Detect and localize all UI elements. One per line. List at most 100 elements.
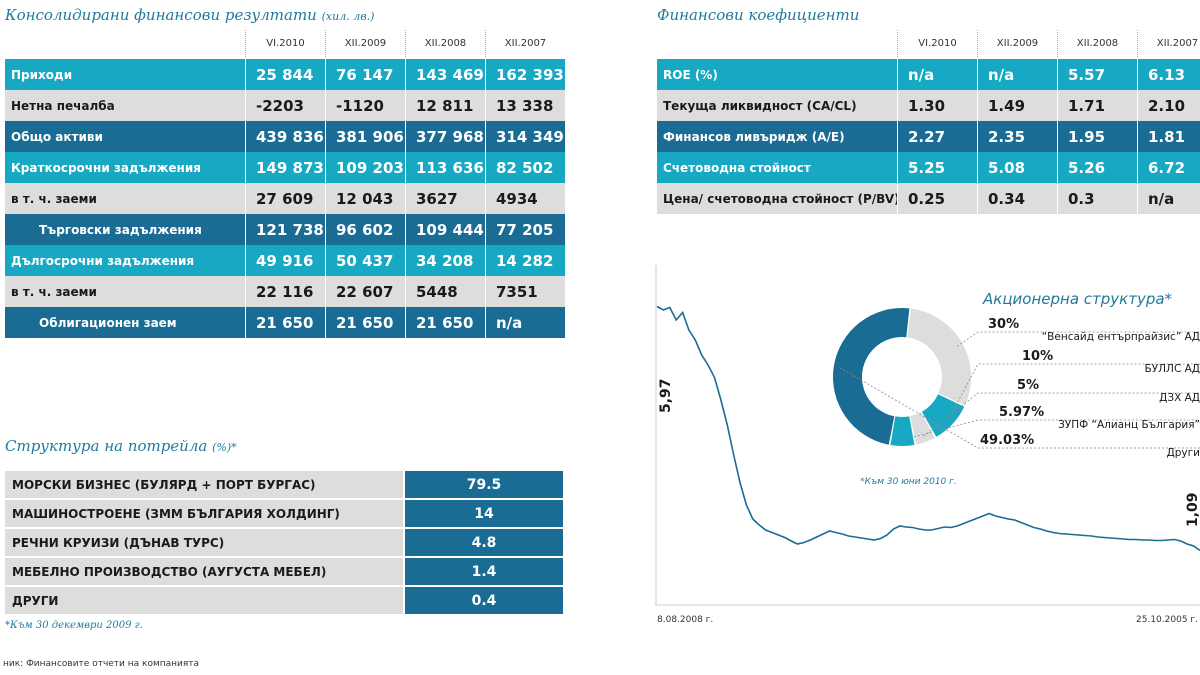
donut-slice — [907, 308, 971, 406]
portfolio-value: 79.5 — [405, 471, 563, 498]
row-label: Счетоводна стойност — [657, 152, 897, 183]
table-row: ROE (%) n/a n/a 5.57 6.13 — [657, 59, 1200, 90]
table-row: в т. ч. заеми 27 609 12 043 3627 4934 — [5, 183, 565, 214]
table-row: Търговски задължения 121 738 96 602 109 444… — [5, 214, 565, 245]
table-row: в т. ч. заеми 22 116 22 607 5448 7351 — [5, 276, 565, 307]
row-value: 2.10 — [1137, 90, 1200, 121]
row-value: 5.08 — [977, 152, 1057, 183]
pie-title: Акционерна структура* — [982, 290, 1173, 308]
portfolio-value: 4.8 — [405, 529, 563, 556]
row-value: 21 650 — [325, 307, 405, 338]
donut-slice — [890, 416, 915, 446]
row-label: Текуща ликвидност (CA/CL) — [657, 90, 897, 121]
table-row: Текуща ликвидност (CA/CL) 1.30 1.49 1.71 2.1… — [657, 90, 1200, 121]
row-value: 21 650 — [405, 307, 485, 338]
table-header: VI.2010 XII.2009 XII.2008 XII.2007 — [5, 30, 565, 57]
donut-slice — [910, 412, 935, 445]
callout-line — [839, 367, 1200, 449]
row-label: Общо активи — [5, 121, 245, 152]
row-value: 4934 — [485, 183, 565, 214]
callout-line — [923, 392, 1200, 437]
row-value: 22 116 — [245, 276, 325, 307]
row-value: 5.26 — [1057, 152, 1137, 183]
row-value: 77 205 — [485, 214, 565, 245]
table-header: VI.2010 XII.2009 XII.2008 XII.2007 — [657, 30, 1200, 57]
row-value: 381 906 — [325, 121, 405, 152]
row-value: 109 444 — [405, 214, 485, 245]
pie-note: *Към 30 юни 2010 г. — [860, 477, 957, 487]
row-value: n/a — [977, 59, 1057, 90]
donut-slice — [921, 394, 965, 437]
row-value: 13 338 — [485, 90, 565, 121]
table-row: Финансов ливъридж (A/E) 2.27 2.35 1.95 1.81 — [657, 121, 1200, 152]
row-value: 7351 — [485, 276, 565, 307]
portfolio-value: 14 — [405, 500, 563, 527]
row-label: в т. ч. заеми — [5, 276, 245, 307]
row-value: 314 349 — [485, 121, 565, 152]
column-header: XII.2008 — [1057, 30, 1137, 57]
row-value: 0.25 — [897, 183, 977, 214]
table-row: Приходи 25 844 76 147 143 469 162 393 — [5, 59, 565, 90]
row-value: 5.25 — [897, 152, 977, 183]
row-value: 5448 — [405, 276, 485, 307]
row-value: -1120 — [325, 90, 405, 121]
column-header: XII.2008 — [405, 30, 485, 57]
row-value: 2.35 — [977, 121, 1057, 152]
slice-name-label: Други — [1167, 447, 1200, 459]
portfolio-label: ДРУГИ — [5, 587, 403, 614]
row-value: 96 602 — [325, 214, 405, 245]
row-label: ROE (%) — [657, 59, 897, 90]
column-header: XII.2009 — [325, 30, 405, 57]
row-value: 162 393 — [485, 59, 565, 90]
portfolio-title: Структура на потрейла (%)* — [5, 437, 237, 455]
financial-ratios-table: VI.2010 XII.2009 XII.2008 XII.2007 ROE (%) n/… — [657, 30, 1200, 214]
source-note: ник: Финансовите отчети на компанията — [3, 659, 200, 669]
row-value: 149 873 — [245, 152, 325, 183]
row-value: 76 147 — [325, 59, 405, 90]
row-value: 1.71 — [1057, 90, 1137, 121]
row-value: 121 738 — [245, 214, 325, 245]
table-row: Общо активи 439 836 381 906 377 968 314 349 — [5, 121, 565, 152]
table-row: Облигационен заем 21 650 21 650 21 650 n/a — [5, 307, 565, 338]
row-value: 12 043 — [325, 183, 405, 214]
table-row: Нетна печалба -2203 -1120 12 811 13 338 — [5, 90, 565, 121]
row-label: Приходи — [5, 59, 245, 90]
portfolio-label: МЕБЕЛНО ПРОИЗВОДСТВО (АУГУСТА МЕБЕЛ) — [5, 558, 403, 585]
table-row: Цена/ счетоводна стойност (P/BV) 0.25 0.34… — [657, 183, 1200, 214]
portfolio-label: РЕЧНИ КРУИЗИ (ДЪНАВ ТУРС) — [5, 529, 403, 556]
column-header: VI.2010 — [245, 30, 325, 57]
row-value: 14 282 — [485, 245, 565, 276]
financial-ratios-title: Финансови коефициенти — [657, 6, 860, 24]
slice-value-label: 10% — [1022, 349, 1053, 364]
portfolio-value: 0.4 — [405, 587, 563, 614]
last-value-label: 1,09 — [1185, 492, 1200, 527]
portfolio-table: МОРСКИ БИЗНЕС (БУЛЯРД + ПОРТ БУРГАС) 79.5… — [5, 471, 563, 616]
callout-line — [947, 363, 1200, 421]
price-and-shareholder-chart: 8.08.2008 г. 25.10.2005 г. 5,97 1,09 Акц… — [655, 265, 1200, 625]
row-value: 439 836 — [245, 121, 325, 152]
row-label: Търговски задължения — [5, 214, 245, 245]
x-end-label: 25.10.2005 г. — [1136, 615, 1198, 625]
row-value: 22 607 — [325, 276, 405, 307]
column-header: XII.2007 — [1137, 30, 1200, 57]
row-label: Облигационен заем — [5, 307, 245, 338]
slice-name-label: БУЛЛС АД — [1145, 363, 1200, 375]
table-row: Счетоводна стойност 5.25 5.08 5.26 6.72 — [657, 152, 1200, 183]
row-value: 21 650 — [245, 307, 325, 338]
donut-slice — [833, 308, 910, 445]
row-label: Цена/ счетоводна стойност (P/BV) — [657, 183, 900, 214]
price-line — [656, 305, 1200, 552]
row-value: 109 203 — [325, 152, 405, 183]
portfolio-label: МОРСКИ БИЗНЕС (БУЛЯРД + ПОРТ БУРГАС) — [5, 471, 403, 498]
row-value: 3627 — [405, 183, 485, 214]
row-value: 1.95 — [1057, 121, 1137, 152]
slice-value-label: 49.03% — [980, 433, 1034, 448]
column-header: XII.2007 — [485, 30, 565, 57]
portfolio-label: МАШИНОСТРОЕНЕ (ЗММ БЪЛГАРИЯ ХОЛДИНГ) — [5, 500, 403, 527]
row-value: 27 609 — [245, 183, 325, 214]
slice-value-label: 30% — [988, 317, 1019, 332]
financial-results-title: Консолидирани финансови резултати (хил. … — [5, 6, 375, 24]
row-value: n/a — [1137, 183, 1200, 214]
row-label: Финансов ливъридж (A/E) — [657, 121, 897, 152]
row-value: 1.81 — [1137, 121, 1200, 152]
